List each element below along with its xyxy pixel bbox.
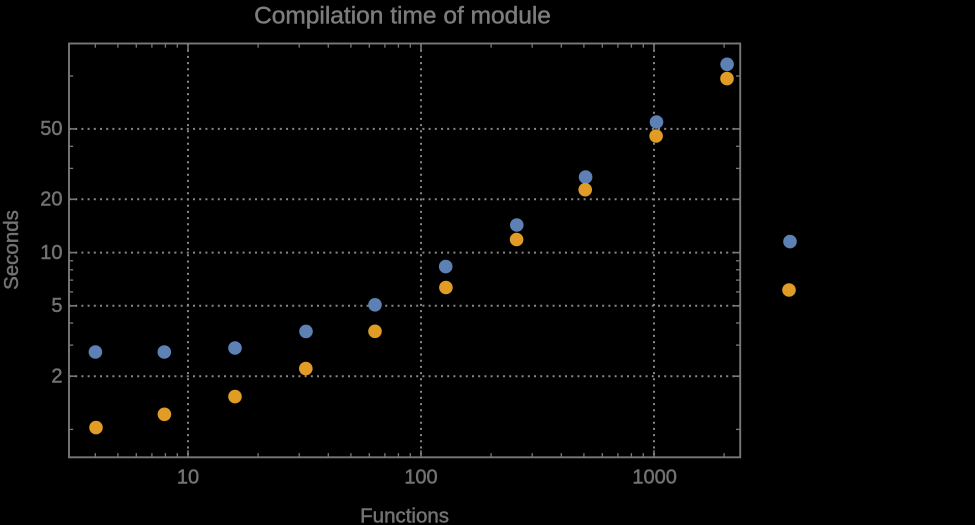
svg-text:5: 5 [51, 295, 62, 317]
svg-text:100: 100 [404, 467, 437, 489]
svg-text:20: 20 [40, 189, 62, 211]
svg-text:2: 2 [51, 365, 62, 387]
svg-text:1000: 1000 [632, 467, 677, 489]
svg-text:10: 10 [177, 467, 199, 489]
svg-text:Seconds: Seconds [0, 210, 23, 290]
svg-text:Functions: Functions [360, 504, 449, 525]
svg-text:Compilation time of module: Compilation time of module [254, 3, 551, 30]
svg-text:10: 10 [40, 242, 62, 264]
svg-text:50: 50 [40, 118, 62, 140]
